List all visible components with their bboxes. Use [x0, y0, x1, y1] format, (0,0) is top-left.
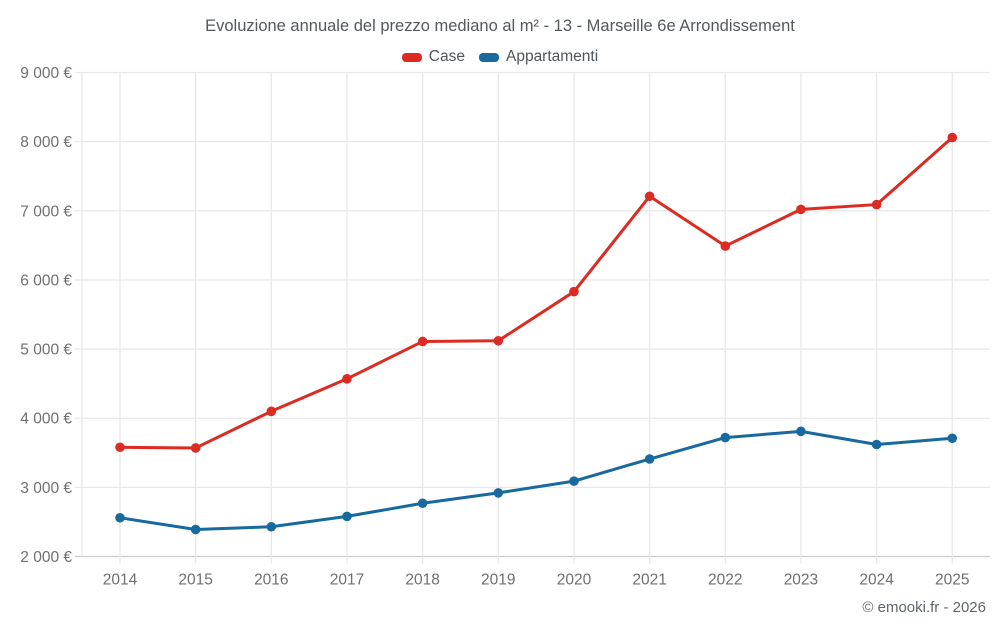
x-tick-label: 2024 [859, 572, 894, 589]
data-point-appartamenti-2015[interactable] [190, 524, 201, 535]
chart-title: Evoluzione annuale del prezzo mediano al… [205, 17, 795, 35]
y-tick-label: 4 000 € [20, 411, 72, 428]
x-tick-label: 2023 [784, 572, 818, 589]
data-point-appartamenti-2023[interactable] [796, 426, 806, 437]
y-tick-label: 5 000 € [20, 342, 72, 359]
y-tick-label: 8 000 € [20, 134, 72, 151]
copyright-watermark: © emooki.fr - 2026 [862, 599, 986, 616]
series-line-case [118, 135, 954, 450]
legend-item-case[interactable]: Case [401, 48, 465, 66]
x-tick-label: 2022 [708, 572, 742, 589]
x-tick-label: 2017 [330, 572, 364, 589]
legend-label-case: Case [428, 48, 465, 65]
data-point-case-2015[interactable] [190, 443, 201, 453]
data-point-appartamenti-2024[interactable] [871, 439, 882, 450]
data-point-appartamenti-2025[interactable] [947, 433, 958, 444]
data-point-appartamenti-2019[interactable] [493, 488, 504, 498]
data-point-appartamenti-2014[interactable] [115, 512, 125, 523]
data-point-case-2020[interactable] [569, 286, 579, 297]
x-tick-label: 2021 [632, 572, 666, 589]
y-tick-label: 9 000 € [20, 65, 72, 82]
y-tick-label: 7 000 € [20, 203, 72, 220]
data-point-appartamenti-2016[interactable] [266, 521, 277, 532]
x-tick-label: 2015 [178, 572, 212, 589]
data-point-case-2018[interactable] [417, 336, 428, 347]
x-tick-label: 2020 [557, 572, 592, 589]
data-point-appartamenti-2022[interactable] [720, 432, 731, 443]
legend-label-appartamenti: Appartamenti [505, 48, 599, 65]
x-tick-label: 2025 [935, 572, 969, 589]
data-point-appartamenti-2017[interactable] [342, 511, 352, 522]
data-point-appartamenti-2021[interactable] [644, 454, 655, 464]
y-tick-label: 3 000 € [20, 480, 72, 497]
case-series-swatch-icon [401, 52, 422, 62]
x-tick-label: 2018 [405, 572, 439, 589]
data-point-case-2023[interactable] [796, 204, 806, 215]
appartamenti-series-swatch-icon [478, 52, 499, 62]
data-point-case-2017[interactable] [342, 374, 352, 384]
data-point-case-2021[interactable] [644, 191, 655, 202]
data-point-appartamenti-2018[interactable] [417, 498, 428, 509]
x-tick-label: 2014 [103, 572, 138, 589]
chart-legend: Case Appartamenti [0, 48, 1000, 66]
series-line-appartamenti [118, 429, 954, 532]
x-tick-label: 2019 [481, 572, 515, 589]
legend-item-appartamenti[interactable]: Appartamenti [478, 48, 599, 66]
data-point-case-2022[interactable] [720, 241, 731, 251]
y-tick-label: 6 000 € [20, 272, 72, 289]
data-point-case-2016[interactable] [266, 406, 277, 417]
x-tick-label: 2016 [254, 572, 288, 589]
data-point-case-2019[interactable] [493, 335, 504, 346]
data-point-case-2014[interactable] [115, 442, 125, 453]
data-point-appartamenti-2020[interactable] [569, 476, 579, 486]
data-point-case-2025[interactable] [947, 132, 958, 143]
y-tick-label: 2 000 € [20, 549, 72, 566]
data-point-case-2024[interactable] [871, 199, 882, 210]
